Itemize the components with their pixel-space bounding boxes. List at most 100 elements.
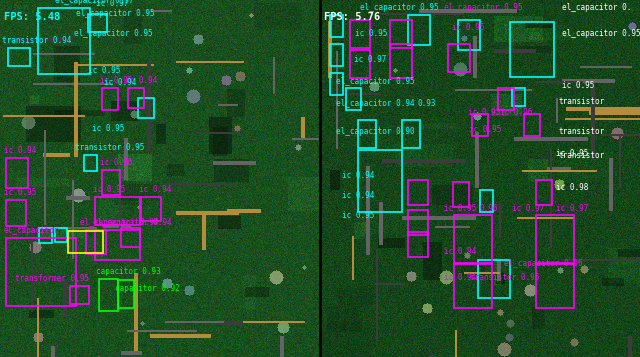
Bar — [330, 15, 343, 37]
Text: ic 0.96: ic 0.96 — [500, 108, 532, 117]
Text: el_capacitor 0.95: el_capacitor 0.95 — [562, 29, 640, 38]
Bar — [358, 120, 376, 148]
Bar — [408, 180, 428, 205]
Bar — [121, 228, 140, 247]
Bar — [510, 22, 554, 77]
Bar — [84, 155, 97, 171]
Text: transistor 0.95: transistor 0.95 — [75, 143, 145, 152]
Text: ic 0.95: ic 0.95 — [444, 204, 476, 213]
Bar — [350, 50, 370, 78]
Text: ic 0.96: ic 0.96 — [100, 158, 132, 167]
Bar — [138, 98, 154, 118]
Text: ic 0.94: ic 0.94 — [104, 78, 136, 87]
Text: ic 0.98: ic 0.98 — [556, 183, 588, 192]
Bar — [330, 73, 343, 95]
Text: el_capacitor 0.97: el_capacitor 0.97 — [55, 0, 134, 5]
Bar — [330, 44, 343, 66]
Text: el_capacitor 0.96: el_capacitor 0.96 — [504, 259, 582, 268]
Bar — [68, 231, 103, 253]
Bar — [402, 120, 420, 148]
Text: ic 0.95: ic 0.95 — [342, 211, 374, 220]
Bar — [480, 190, 493, 212]
Bar — [524, 114, 540, 136]
Text: ic 0.94: ic 0.94 — [342, 191, 374, 200]
Bar — [102, 88, 118, 110]
Text: ic 0.95: ic 0.95 — [93, 185, 125, 194]
Bar — [128, 88, 144, 108]
Text: 0.93: 0.93 — [418, 99, 436, 108]
Bar — [102, 170, 120, 195]
Bar — [390, 20, 412, 48]
Bar — [408, 15, 430, 45]
Bar — [454, 215, 492, 263]
Bar — [6, 238, 76, 306]
Bar — [88, 14, 107, 32]
Bar — [478, 260, 510, 298]
Bar — [95, 230, 140, 260]
Text: el_capacitor 0.90: el_capacitor 0.90 — [336, 127, 415, 136]
Bar — [454, 264, 492, 308]
Text: ic 0.95: ic 0.95 — [88, 66, 120, 75]
Bar — [498, 88, 514, 110]
Text: el_capacitor 0.94: el_capacitor 0.94 — [80, 218, 159, 227]
Text: el_capacitor: el_capacitor — [4, 226, 60, 235]
Text: 0.96: 0.96 — [480, 204, 499, 213]
Text: ic 0.97: ic 0.97 — [556, 204, 588, 213]
Text: ic 0.97: ic 0.97 — [512, 204, 545, 213]
Bar — [358, 150, 402, 212]
Text: capacitor 0.92: capacitor 0.92 — [115, 284, 180, 293]
Bar — [408, 210, 428, 235]
Text: ic 0.95: ic 0.95 — [100, 76, 132, 85]
Text: capacitor 0.93: capacitor 0.93 — [96, 267, 161, 276]
Text: transistor: transistor — [558, 151, 604, 160]
Text: ic 0.97: ic 0.97 — [354, 55, 387, 64]
Bar — [472, 114, 488, 136]
Text: transistor 0.95: transistor 0.95 — [470, 273, 540, 282]
Text: el_capacitor 0.: el_capacitor 0. — [562, 3, 632, 12]
Text: ic 0.95: ic 0.95 — [355, 29, 387, 38]
Text: el_capacitor 0.94: el_capacitor 0.94 — [93, 218, 172, 227]
Bar — [6, 158, 28, 188]
Bar — [512, 88, 525, 106]
Text: el_capacitor 0.95: el_capacitor 0.95 — [336, 77, 415, 86]
Text: ic 0.94: ic 0.94 — [342, 171, 374, 180]
Text: el_capacitor 0.94: el_capacitor 0.94 — [336, 99, 415, 108]
Bar — [38, 8, 90, 74]
Text: transistor: transistor — [558, 127, 604, 136]
Bar — [346, 88, 361, 110]
Bar — [70, 286, 89, 304]
Text: el_capacitor 0.95: el_capacitor 0.95 — [444, 3, 523, 12]
Bar — [141, 197, 161, 221]
Text: el_capacitor 0.95: el_capacitor 0.95 — [360, 3, 438, 12]
Bar — [118, 280, 134, 308]
Bar — [86, 230, 106, 254]
Text: transistor: transistor — [558, 97, 604, 106]
Text: ic 0.95: ic 0.95 — [556, 149, 588, 158]
Text: el_capacitor 0.95: el_capacitor 0.95 — [76, 9, 155, 18]
Bar — [350, 20, 370, 48]
Text: ic 0.94: ic 0.94 — [139, 185, 172, 194]
Bar — [39, 228, 52, 243]
Bar — [453, 182, 469, 207]
Bar — [55, 228, 67, 242]
Text: ic 0.95: ic 0.95 — [562, 81, 595, 90]
Text: el_capacitor 0.95: el_capacitor 0.95 — [74, 29, 152, 38]
Text: ic 0.95: ic 0.95 — [468, 108, 500, 117]
Bar — [6, 200, 26, 226]
Text: ic 0.95: ic 0.95 — [92, 124, 124, 133]
Text: ic 0.94: ic 0.94 — [444, 273, 476, 282]
Text: ic 0.94: ic 0.94 — [444, 247, 476, 256]
Text: transformer 0.95: transformer 0.95 — [15, 274, 89, 283]
Bar — [99, 279, 118, 311]
Text: ic 0.97: ic 0.97 — [96, 0, 129, 8]
Text: ic 0.94: ic 0.94 — [4, 146, 36, 155]
Text: ic 0.95: ic 0.95 — [469, 125, 501, 134]
Bar — [536, 215, 574, 263]
Text: ic 0.95: ic 0.95 — [452, 23, 484, 32]
Bar — [408, 232, 428, 257]
Bar — [458, 20, 480, 50]
Bar — [390, 44, 412, 78]
Bar — [536, 180, 552, 205]
Bar — [536, 264, 574, 308]
Text: transistor 0.94: transistor 0.94 — [2, 36, 72, 45]
